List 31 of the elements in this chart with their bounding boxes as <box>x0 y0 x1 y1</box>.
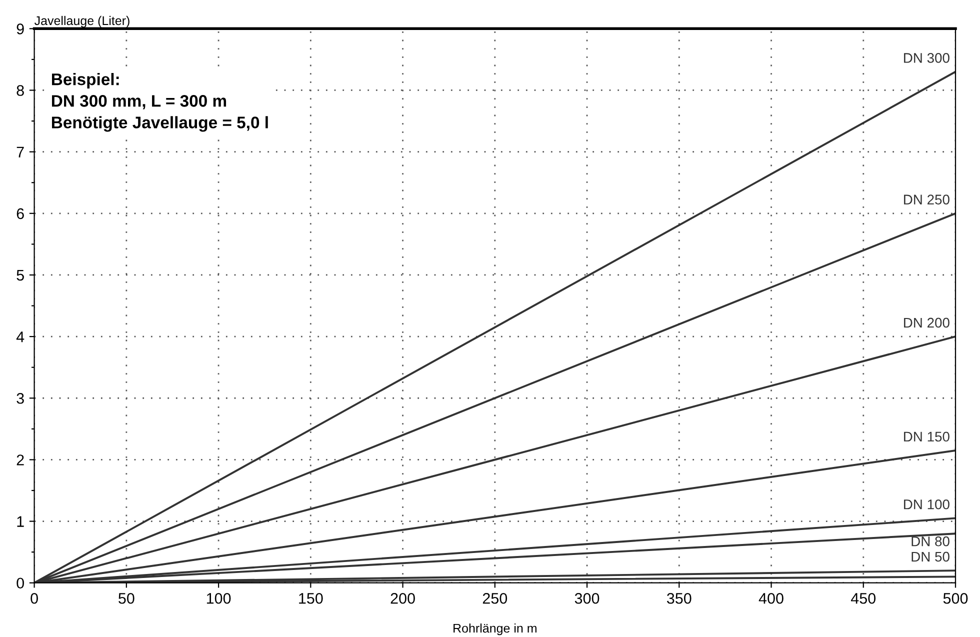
y-tick-label: 6 <box>16 208 24 220</box>
y-tick-label: 9 <box>16 24 24 34</box>
x-tick-label: 0 <box>30 592 38 604</box>
x-tick-label: 100 <box>206 592 231 604</box>
series-label: DN 80 <box>912 536 950 546</box>
x-tick-label: 200 <box>390 592 415 604</box>
annotation: Beispiel: DN 300 mm, L = 300 m Benötigte Javellauge = 5,0 l <box>52 73 268 132</box>
x-tick-label: 250 <box>482 592 508 604</box>
y-tick-label: 5 <box>16 270 24 281</box>
series-label: DN 300 <box>904 53 950 63</box>
y-tick-label: 2 <box>16 454 24 466</box>
series-label: DN 50 <box>912 552 950 562</box>
y-tick-label: 3 <box>16 392 24 404</box>
y-tick-label: 1 <box>17 516 24 527</box>
x-tick-label: 350 <box>666 592 692 604</box>
series-label: DN 150 <box>904 432 950 442</box>
x-tick-label: 450 <box>850 592 876 604</box>
y-tick-label: 4 <box>16 332 24 342</box>
x-tick-label: 500 <box>943 592 968 604</box>
y-axis-title: Javellauge (Liter) <box>34 16 130 28</box>
y-tick-label: 0 <box>16 578 24 589</box>
x-tick-label: 300 <box>574 592 600 604</box>
series-label: DN 250 <box>904 194 950 204</box>
y-tick-label: 7 <box>16 146 24 158</box>
x-tick-label: 150 <box>299 592 323 604</box>
x-axis-title: Rohrlänge in m <box>454 623 536 636</box>
series-label: DN 200 <box>904 318 950 328</box>
x-tick-label: 400 <box>758 592 784 604</box>
x-tick-label: 50 <box>118 592 134 604</box>
series-label: DN 100 <box>904 499 950 510</box>
y-tick-label: 8 <box>16 85 24 96</box>
